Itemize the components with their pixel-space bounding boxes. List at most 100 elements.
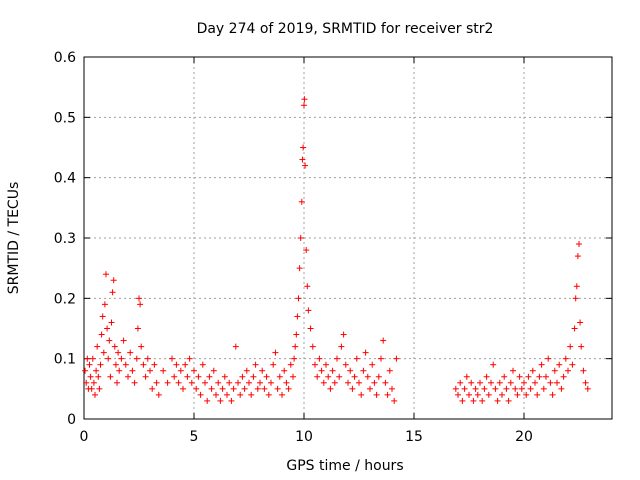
data-point	[272, 349, 279, 356]
data-point	[232, 343, 239, 350]
data-point	[296, 265, 303, 272]
data-point	[92, 391, 98, 398]
data-point	[122, 361, 129, 368]
data-point	[140, 361, 147, 368]
data-point	[300, 144, 307, 151]
data-point	[134, 325, 141, 332]
data-point	[213, 391, 219, 398]
data-point	[378, 355, 384, 362]
data-point	[309, 343, 316, 350]
data-point	[107, 373, 114, 380]
data-point	[93, 367, 100, 374]
data-point	[142, 373, 149, 380]
data-point	[540, 385, 547, 392]
data-point	[263, 373, 270, 380]
data-point	[547, 379, 554, 386]
data-point	[295, 295, 302, 302]
data-point	[137, 301, 144, 308]
data-point	[299, 156, 306, 163]
data-point	[97, 361, 104, 368]
axis-ticks: 0 0.1 0.2 0.3 0.4 0.5 0.6 0 5 10 15 20	[54, 50, 612, 445]
data-point	[358, 391, 365, 398]
data-point	[455, 391, 461, 398]
data-point	[494, 397, 501, 404]
data-point	[551, 367, 558, 374]
data-point	[297, 235, 304, 241]
data-point	[304, 283, 311, 290]
data-point	[360, 367, 367, 374]
data-point	[279, 391, 285, 398]
data-point	[518, 385, 525, 392]
data-point	[120, 337, 127, 344]
data-point	[110, 277, 117, 284]
data-point	[254, 385, 261, 392]
y-axis-label: SRMTID / TECUs	[6, 182, 22, 295]
data-point	[362, 349, 369, 356]
data-point	[580, 367, 587, 374]
data-point	[290, 373, 296, 380]
data-point	[514, 391, 521, 398]
data-point	[562, 355, 569, 362]
data-point	[307, 325, 314, 332]
data-point	[82, 367, 89, 374]
data-point	[89, 355, 96, 362]
data-point	[226, 379, 233, 386]
data-point	[389, 385, 395, 392]
data-point	[268, 379, 274, 386]
data-point	[115, 349, 122, 356]
data-point	[197, 391, 204, 398]
data-point	[184, 373, 191, 380]
data-point	[507, 379, 514, 386]
data-point	[219, 385, 226, 392]
data-point	[261, 385, 268, 392]
data-point	[204, 397, 211, 404]
data-point	[114, 379, 120, 386]
data-point	[270, 361, 277, 368]
data-point	[118, 355, 125, 362]
data-point	[576, 241, 582, 248]
data-point	[461, 385, 468, 392]
data-point	[180, 385, 186, 392]
data-point	[86, 361, 93, 368]
data-point	[210, 367, 217, 374]
data-point	[510, 367, 516, 374]
data-point	[153, 379, 160, 386]
data-point	[512, 385, 519, 392]
data-point	[384, 391, 391, 398]
data-point	[488, 379, 494, 386]
y-tick-label: 0.6	[54, 50, 76, 66]
data-point	[287, 361, 294, 368]
data-point	[103, 271, 109, 278]
data-point	[228, 397, 235, 404]
data-point	[574, 253, 581, 260]
data-point	[265, 391, 272, 398]
data-point	[554, 379, 560, 386]
data-point	[470, 397, 477, 404]
data-point	[496, 379, 503, 386]
data-point	[88, 385, 95, 392]
data-point	[578, 343, 585, 350]
data-point	[529, 367, 536, 374]
data-point	[584, 385, 591, 392]
data-point	[314, 373, 321, 380]
data-point	[182, 361, 189, 368]
data-point	[549, 391, 556, 398]
data-point	[98, 331, 105, 338]
x-tick-label: 20	[515, 429, 533, 445]
data-point	[292, 343, 299, 350]
data-point	[345, 379, 351, 386]
data-point	[237, 391, 244, 398]
data-point	[291, 355, 298, 362]
data-point	[241, 385, 248, 392]
data-point	[386, 367, 393, 374]
data-point	[364, 373, 371, 380]
data-point	[131, 379, 138, 386]
data-point	[100, 349, 107, 356]
data-point	[331, 379, 338, 386]
data-point	[369, 361, 376, 368]
data-point	[503, 385, 510, 392]
data-point	[199, 361, 206, 368]
data-point	[545, 355, 552, 362]
x-axis-label: GPS time / hours	[286, 458, 403, 474]
data-point	[202, 379, 208, 386]
